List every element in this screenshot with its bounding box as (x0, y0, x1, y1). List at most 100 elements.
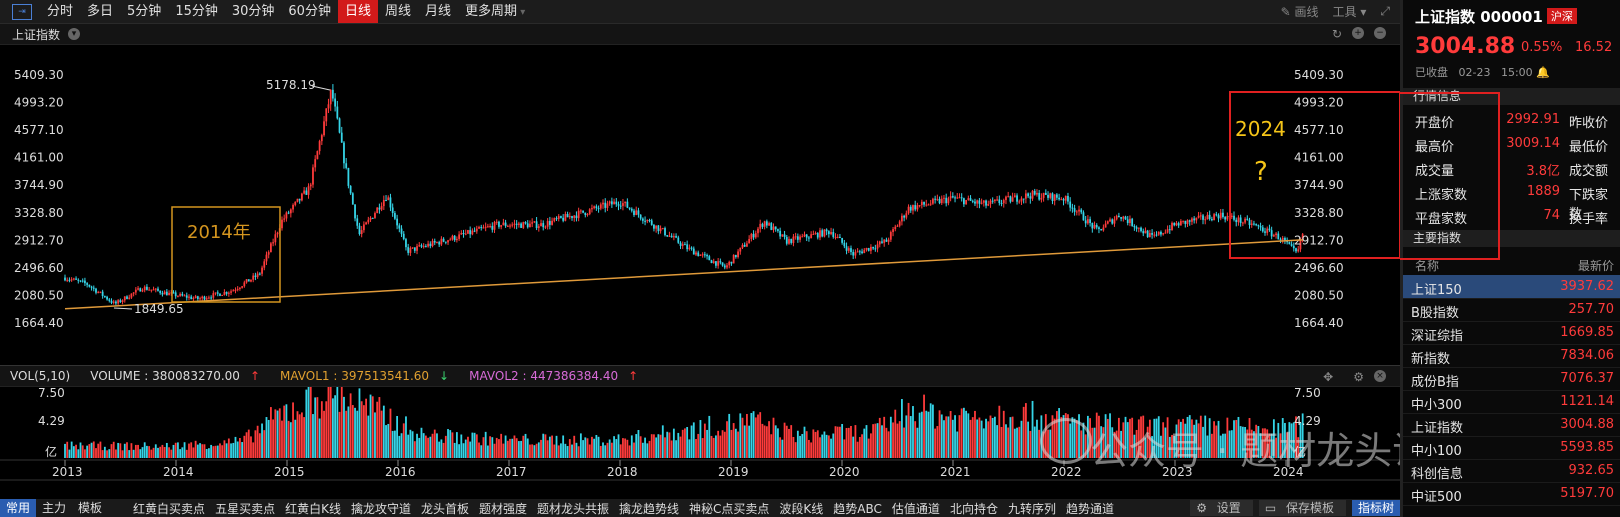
indicator-item[interactable]: 红黄白买卖点 (133, 501, 206, 516)
volume-bar (772, 417, 775, 458)
zoom-out-icon[interactable]: − (1374, 27, 1386, 39)
volume-bar (1204, 415, 1207, 458)
volume-bar (407, 434, 410, 458)
candle-body (1215, 214, 1218, 216)
candle-body (971, 200, 974, 202)
volume-bar (449, 430, 452, 458)
candle-body (717, 261, 720, 266)
volume-bar (684, 428, 686, 458)
candle-body (312, 167, 314, 185)
index-name: 中小300 (1411, 398, 1462, 413)
candle-body (1024, 193, 1027, 199)
volume-bar (1292, 422, 1295, 458)
indicator-item[interactable]: 趋势通道 (1065, 501, 1114, 516)
bell-icon[interactable]: 🔔 (1536, 66, 1550, 79)
volume-bar (455, 432, 458, 458)
index-name: 科创信息 (1411, 467, 1464, 482)
indicator-item[interactable]: 擒龙攻守道 (350, 501, 411, 516)
index-row[interactable]: 上证150 3937.62 (1403, 275, 1620, 299)
index-row[interactable]: 深证综指 1669.85 (1403, 321, 1620, 345)
candle-body (245, 279, 248, 283)
volume-bar (748, 425, 751, 458)
indicator-tree-button[interactable]: 指标树 (1351, 500, 1400, 516)
volume-bar (774, 425, 777, 458)
period-tab[interactable]: 多日 (87, 4, 114, 19)
indicator-item[interactable]: 题材龙头共振 (537, 501, 610, 516)
candle-body (615, 201, 618, 205)
bottom-tab[interactable]: 常用 (0, 499, 37, 517)
tools-button[interactable]: 工具 ▾ (1332, 5, 1367, 19)
candle-body (630, 208, 633, 211)
period-tab[interactable]: 5分钟 (127, 4, 162, 19)
volume-bar (1199, 415, 1202, 458)
indicator-item[interactable]: 九转序列 (1007, 501, 1056, 516)
index-price: 7076.37 (1560, 371, 1614, 386)
candle-body (1284, 237, 1286, 242)
close-icon[interactable]: × (1374, 370, 1386, 382)
period-tab[interactable]: 周线 (384, 4, 411, 19)
chevron-down-icon[interactable]: ▾ (68, 28, 81, 40)
candle-body (1027, 193, 1030, 197)
index-row[interactable]: 新指数 7834.06 (1403, 344, 1620, 368)
kline-chart[interactable]: 5409.30 5409.30 4993.20 4993.20 4577.10 4577.… (0, 0, 1400, 517)
volume-bar (236, 441, 239, 458)
box-2024-label: 2024 (1235, 117, 1286, 141)
indicator-item[interactable]: 红黄白K线 (285, 501, 341, 516)
period-tab[interactable]: 60分钟 (288, 4, 331, 19)
period-tab[interactable]: 分时 (47, 4, 74, 19)
refresh-icon[interactable]: ↻ (1331, 27, 1342, 41)
volume-bar (393, 430, 396, 458)
move-icon[interactable]: ✥ (1323, 370, 1334, 384)
volume-bar (1197, 423, 1200, 458)
fullscreen-icon[interactable]: ⤢ (1380, 4, 1390, 18)
save-template-button[interactable]: ▭ 保存模板 (1258, 500, 1346, 516)
indicator-item[interactable]: 趋势ABC (833, 501, 882, 516)
index-row[interactable]: 中小100 5593.85 (1403, 436, 1620, 460)
indicator-item[interactable]: 神秘C点买卖点 (689, 501, 770, 516)
volume-bar (1279, 433, 1282, 458)
indicator-item[interactable]: 波段K线 (779, 501, 824, 516)
period-tab[interactable]: 日线 (337, 0, 378, 23)
volume-bar (1206, 435, 1209, 458)
indicator-item[interactable]: 估值通道 (891, 501, 940, 516)
settings-button[interactable]: ⚙ 设置 (1190, 500, 1253, 516)
candle-body (343, 142, 345, 164)
index-row[interactable]: 中小300 1121.14 (1403, 390, 1620, 414)
bottom-tab[interactable]: 主力 (42, 501, 67, 515)
volume-bar (1129, 418, 1131, 458)
indicator-item[interactable]: 龙头首板 (420, 501, 469, 516)
candle-body (548, 221, 551, 225)
candle-body (174, 292, 177, 297)
candle-body (418, 245, 421, 247)
candle-body (814, 233, 817, 235)
indicator-item[interactable]: 擒龙趋势线 (619, 501, 680, 516)
volume-bar (422, 433, 425, 458)
indicator-item[interactable]: 北向持仓 (949, 501, 998, 516)
candle-body (661, 228, 664, 230)
volume-bar (312, 414, 314, 458)
index-row[interactable]: 成份B指 7076.37 (1403, 367, 1620, 391)
volume-bar (1230, 430, 1233, 458)
period-tab[interactable]: 更多周期 (458, 0, 532, 23)
index-row[interactable]: 上证指数 3004.88 (1403, 413, 1620, 437)
app-logo-icon[interactable]: ⇥ (12, 3, 32, 20)
period-tab[interactable]: 15分钟 (175, 4, 218, 19)
volume-bar (520, 440, 522, 458)
indicator-item[interactable]: 五星买卖点 (215, 501, 276, 516)
zoom-in-icon[interactable]: + (1352, 27, 1364, 39)
index-row[interactable]: B股指数 257.70 (1403, 298, 1620, 322)
bottom-tab[interactable]: 模板 (78, 501, 103, 515)
candle-body (205, 298, 208, 300)
volume-bar (320, 401, 323, 458)
index-row[interactable]: 科创信息 932.65 (1403, 459, 1620, 483)
gear-icon[interactable]: ⚙ (1353, 370, 1364, 384)
candle-body (856, 251, 859, 253)
period-tab[interactable]: 30分钟 (231, 4, 275, 19)
draw-line-button[interactable]: ✎ 画线 (1280, 5, 1319, 19)
volume-bar (985, 418, 987, 458)
volume-bar (185, 449, 188, 458)
index-price: 257.70 (1568, 302, 1615, 317)
indicator-item[interactable]: 题材强度 (478, 501, 527, 516)
index-row[interactable]: 中证500 5197.70 (1403, 482, 1620, 506)
period-tab[interactable]: 月线 (424, 4, 451, 19)
